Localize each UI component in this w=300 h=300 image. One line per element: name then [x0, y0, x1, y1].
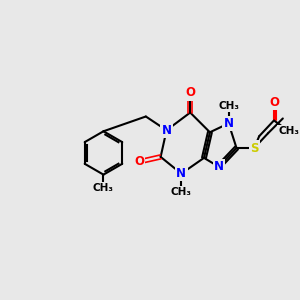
Text: CH₃: CH₃ [218, 101, 239, 111]
Text: O: O [185, 86, 195, 99]
Text: O: O [134, 155, 144, 168]
Text: N: N [176, 167, 186, 180]
Text: N: N [161, 124, 172, 137]
Text: CH₃: CH₃ [171, 188, 192, 197]
Text: S: S [250, 142, 259, 154]
Text: N: N [224, 117, 234, 130]
Text: N: N [214, 160, 224, 173]
Text: CH₃: CH₃ [278, 126, 299, 136]
Text: CH₃: CH₃ [93, 183, 114, 194]
Text: O: O [269, 96, 279, 109]
